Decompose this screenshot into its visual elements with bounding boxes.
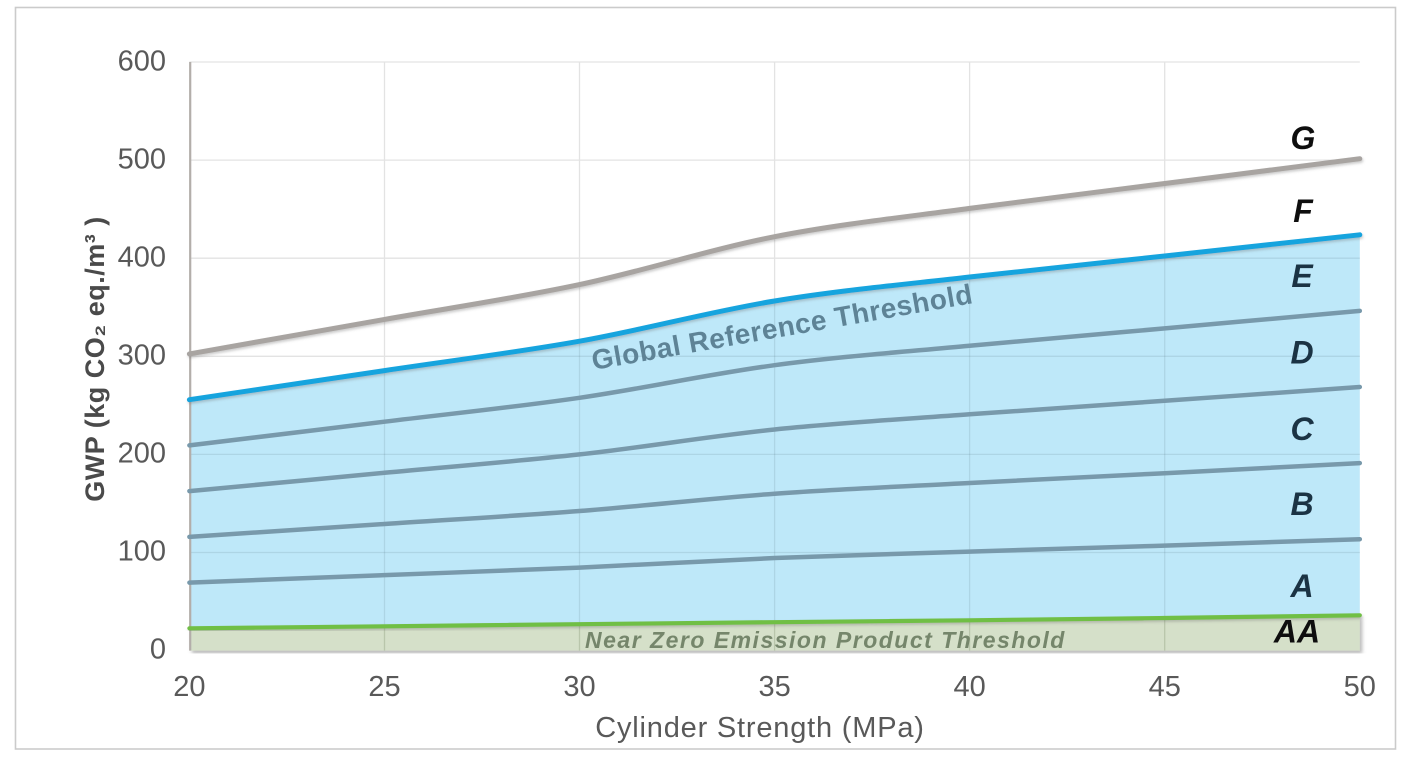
svg-text:Cylinder Strength (MPa): Cylinder Strength (MPa)	[595, 712, 924, 744]
svg-text:A: A	[1289, 568, 1313, 604]
svg-text:B: B	[1290, 486, 1313, 522]
svg-text:GWP (kg CO₂ eq./m³ ): GWP (kg CO₂ eq./m³ )	[80, 216, 110, 502]
svg-text:400: 400	[118, 241, 166, 273]
svg-text:600: 600	[118, 45, 166, 77]
svg-text:F: F	[1293, 193, 1314, 229]
svg-text:300: 300	[118, 339, 166, 371]
svg-text:25: 25	[368, 671, 400, 703]
svg-text:100: 100	[118, 535, 166, 567]
svg-text:50: 50	[1344, 671, 1376, 703]
svg-text:G: G	[1291, 120, 1316, 156]
svg-text:C: C	[1290, 411, 1314, 447]
svg-text:0: 0	[150, 633, 166, 665]
svg-text:AA: AA	[1273, 614, 1320, 650]
svg-text:40: 40	[953, 671, 985, 703]
svg-text:45: 45	[1149, 671, 1181, 703]
svg-text:30: 30	[563, 671, 595, 703]
svg-text:200: 200	[118, 437, 166, 469]
svg-text:Near Zero Emission Product Thr: Near Zero Emission Product Threshold	[585, 627, 1066, 653]
svg-text:20: 20	[173, 671, 205, 703]
svg-text:D: D	[1290, 335, 1313, 371]
svg-text:35: 35	[758, 671, 790, 703]
svg-text:500: 500	[118, 143, 166, 175]
svg-text:E: E	[1291, 258, 1314, 294]
